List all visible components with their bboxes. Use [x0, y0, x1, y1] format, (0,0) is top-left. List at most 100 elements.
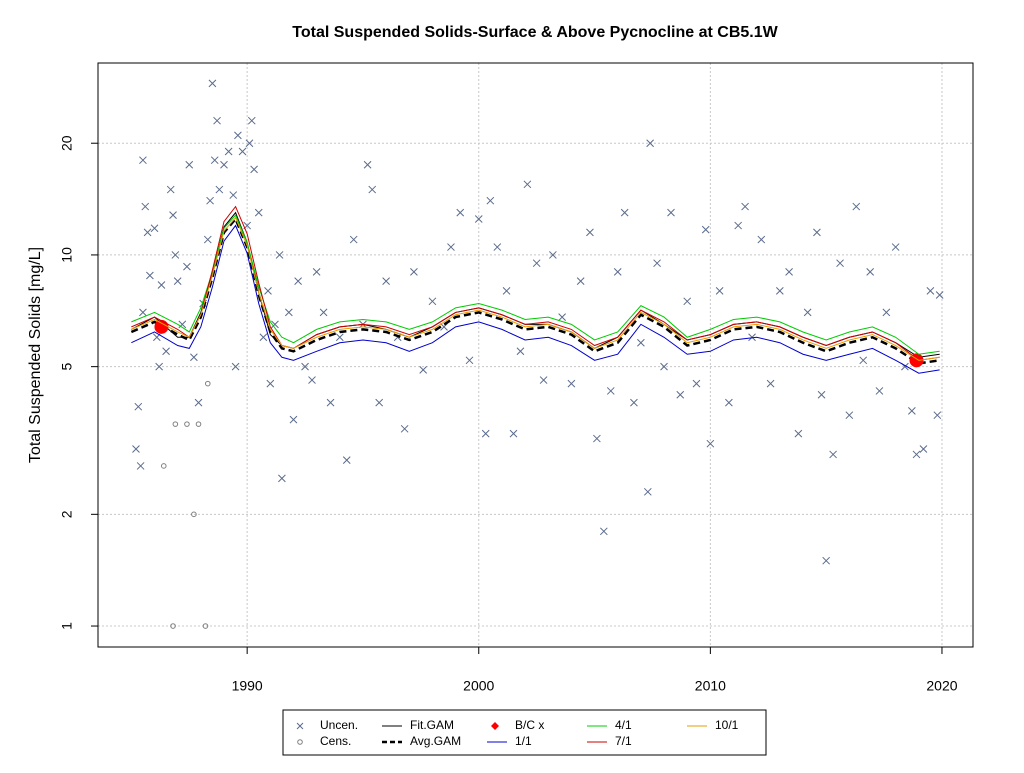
x-tick-label: 2020 [926, 678, 957, 694]
uncensored-point [349, 235, 358, 244]
uncensored-point [326, 398, 335, 407]
uncensored-point [342, 456, 351, 464]
uncensored-point [593, 434, 601, 443]
uncensored-point [278, 474, 286, 483]
uncensored-point [456, 208, 465, 217]
uncensored-point [599, 527, 608, 536]
uncensored-point [210, 156, 219, 165]
uncensored-point [400, 424, 409, 433]
uncensored-point [178, 320, 187, 329]
uncensored-point [935, 291, 944, 299]
uncensored-point [312, 268, 321, 276]
uncensored-point [284, 308, 293, 317]
uncensored-point [481, 429, 490, 438]
censored-point [202, 623, 209, 629]
legend-swatch [491, 722, 499, 730]
uncensored-point [428, 297, 437, 306]
uncensored-point [766, 379, 775, 388]
uncensored-point [523, 180, 532, 189]
uncensored-point [882, 308, 891, 317]
uncensored-point [683, 297, 692, 306]
uncensored-point [653, 259, 661, 268]
uncensored-point [259, 333, 268, 342]
trend-line [131, 224, 940, 374]
uncensored-point [203, 235, 212, 244]
uncensored-point [150, 224, 159, 233]
uncensored-point [266, 379, 275, 388]
uncensored-point [229, 191, 238, 199]
uncensored-point [162, 347, 170, 356]
x-tick-label: 2000 [463, 678, 494, 694]
uncensored-point [532, 259, 541, 268]
legend-items: Uncen. Cens. Fit.GAM Avg.GAM B/C x 1/1 4/1 7/1 1… [296, 718, 739, 748]
uncensored-point [933, 411, 942, 420]
x-tick-label: 2010 [695, 678, 726, 694]
uncensored-point [301, 362, 309, 371]
uncensored-point [215, 185, 224, 194]
chart-title: Total Suspended Solids-Surface & Above P… [292, 24, 778, 41]
uncensored-point [852, 202, 861, 211]
uncensored-point [143, 228, 152, 237]
plot-area [130, 79, 944, 629]
censored-point [195, 421, 202, 427]
uncensored-point [493, 243, 502, 251]
uncensored-point [606, 387, 615, 395]
uncensored-point [637, 338, 645, 347]
legend-label: 7/1 [615, 734, 632, 748]
uncensored-point [319, 308, 328, 317]
uncensored-point [586, 228, 594, 237]
uncensored-point [141, 202, 150, 211]
uncensored-point [539, 376, 548, 384]
uncensored-point [803, 308, 812, 317]
legend-label: 10/1 [715, 718, 739, 732]
censored-point [170, 623, 176, 629]
uncensored-point [173, 277, 182, 285]
legend-label: Avg.GAM [410, 734, 461, 748]
legend-label: Uncen. [320, 718, 358, 732]
uncensored-point [667, 208, 675, 217]
censored-point [184, 421, 190, 427]
uncensored-point [183, 262, 191, 271]
uncensored-point [813, 228, 821, 237]
avg-line [130, 216, 940, 365]
uncensored-point [822, 556, 831, 565]
uncensored-point [155, 362, 163, 371]
uncensored-point [410, 268, 418, 276]
uncensored-point [912, 450, 921, 459]
uncensored-point [139, 156, 147, 165]
uncensored-point [247, 116, 256, 125]
uncensored-point [646, 139, 654, 148]
trend-line [131, 205, 940, 361]
uncensored-point [701, 225, 710, 234]
uncensored-point [264, 287, 272, 295]
censored-point [204, 380, 211, 387]
uncensored-point [294, 277, 302, 285]
legend-label: 1/1 [515, 734, 532, 748]
legend-label: 4/1 [615, 718, 632, 732]
legend [282, 709, 767, 756]
uncensored-point [692, 379, 701, 388]
y-tick-label: 20 [59, 135, 75, 151]
uncensored-point [715, 287, 724, 295]
uncensored-point [725, 398, 733, 407]
uncensored-point [447, 243, 455, 251]
uncensored-point [845, 411, 854, 420]
trend-line [131, 214, 940, 355]
uncensored-point [926, 287, 935, 295]
uncensored-point [238, 147, 247, 156]
legend-swatch [296, 722, 304, 730]
uncensored-point [194, 398, 203, 407]
uncensored-point [275, 251, 284, 259]
uncensored-point [706, 439, 715, 448]
y-tick-label: 10 [59, 247, 75, 263]
uncensored-point [748, 333, 756, 342]
uncensored-point [908, 407, 916, 415]
uncensored-point [620, 208, 629, 217]
uncensored-point [866, 268, 875, 276]
uncensored-point [660, 362, 668, 371]
uncensored-point [757, 235, 766, 244]
uncensored-point [741, 202, 749, 211]
censored-point [172, 421, 179, 427]
